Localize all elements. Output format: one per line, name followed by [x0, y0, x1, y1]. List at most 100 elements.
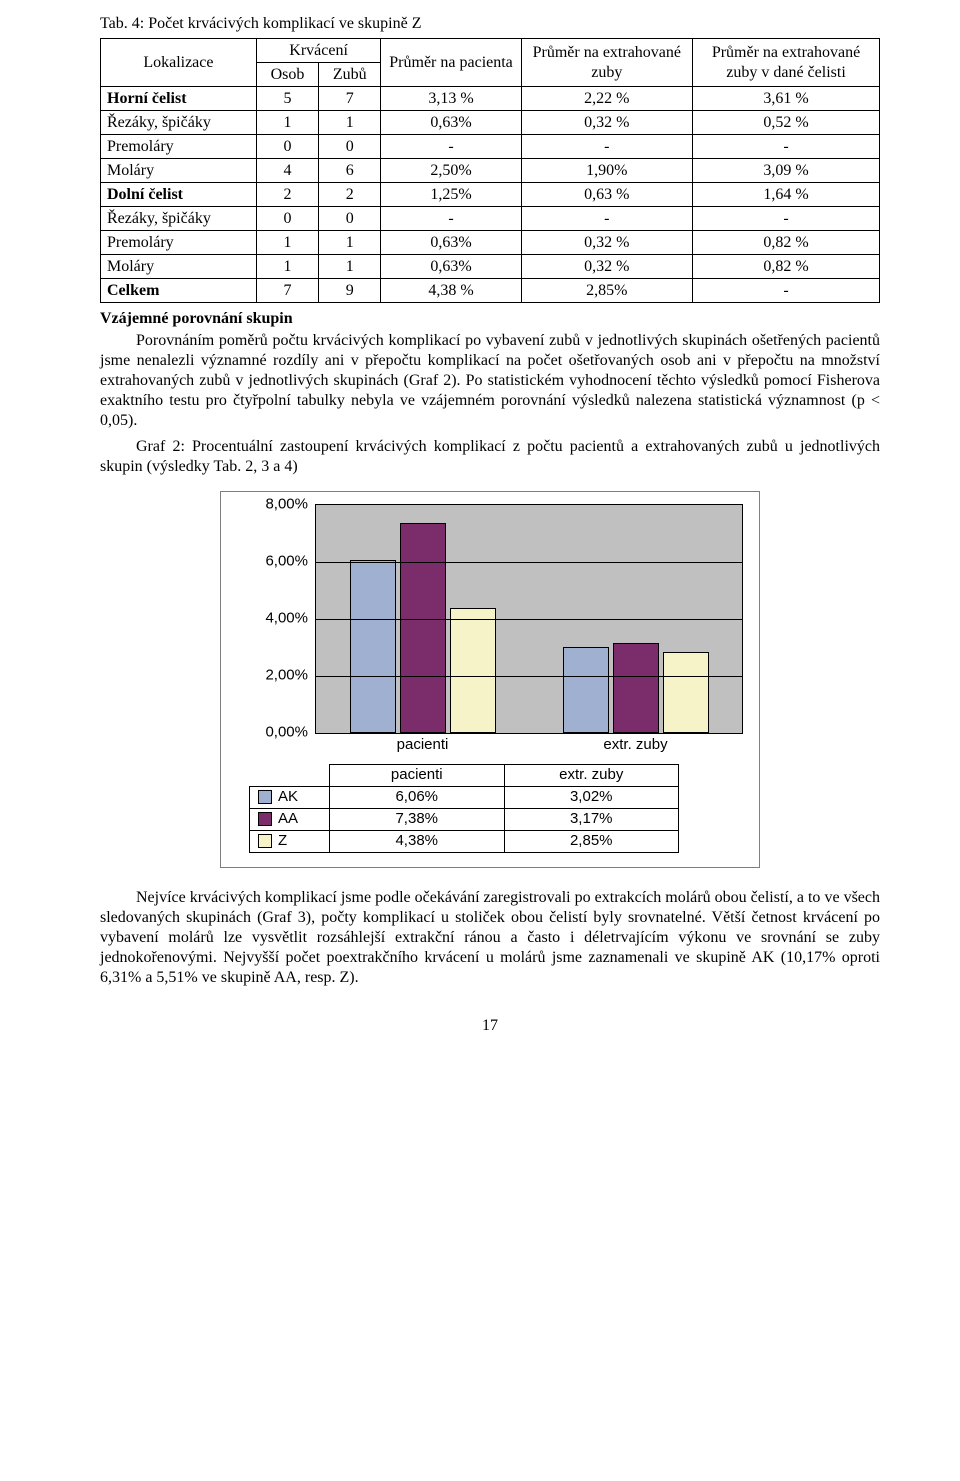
table-cell: 1,64 % [693, 183, 880, 207]
chart-ytick: 0,00% [244, 724, 308, 743]
table-row: Premoláry00--- [101, 135, 880, 159]
table-cell: 7 [319, 87, 381, 111]
table-cell: 1 [256, 231, 318, 255]
table-cell: 0,32 % [521, 255, 692, 279]
th-lokalizace: Lokalizace [101, 39, 257, 87]
th-prumer-pac: Průměr na pacienta [381, 39, 521, 87]
table-cell: 0,82 % [693, 231, 880, 255]
table-cell: 0,63% [381, 231, 521, 255]
th-osob: Osob [256, 63, 318, 87]
chart-bar [663, 652, 709, 733]
table-cell: 3,61 % [693, 87, 880, 111]
table-cell: 2 [319, 183, 381, 207]
table-row: Řezáky, špičáky110,63%0,32 %0,52 % [101, 111, 880, 135]
table-cell: - [381, 135, 521, 159]
table-cell: 0 [319, 135, 381, 159]
table-cell: - [521, 135, 692, 159]
table-cell: 6 [319, 159, 381, 183]
legend-value: 7,38% [330, 809, 505, 831]
table-cell: Moláry [101, 255, 257, 279]
legend-row: Z4,38%2,85% [250, 831, 679, 853]
chart-ytick: 8,00% [244, 496, 308, 515]
table-cell: 0,63% [381, 111, 521, 135]
table-cell: Horní čelist [101, 87, 257, 111]
chart-xlabel: extr. zuby [603, 736, 667, 755]
th-prumer-zuby: Průměr na extrahované zuby [521, 39, 692, 87]
table-cell: Moláry [101, 159, 257, 183]
th-krvaceni: Krvácení [256, 39, 381, 63]
legend-col-extrzuby: extr. zuby [504, 765, 679, 787]
table-cell: 0 [319, 207, 381, 231]
table-cell: 2,50% [381, 159, 521, 183]
legend-value: 3,17% [504, 809, 679, 831]
legend-series-name: Z [250, 831, 330, 853]
table-cell: 1 [256, 255, 318, 279]
table-cell: 1 [319, 255, 381, 279]
legend-row: AA7,38%3,17% [250, 809, 679, 831]
table-cell: 1,90% [521, 159, 692, 183]
chart-bar [400, 523, 446, 733]
legend-value: 6,06% [330, 787, 505, 809]
chart-legend-table: pacienti extr. zuby AK6,06%3,02%AA7,38%3… [249, 764, 679, 853]
table-cell: 0,63% [381, 255, 521, 279]
table-cell: - [693, 279, 880, 303]
table-cell: - [693, 207, 880, 231]
table-cell: 9 [319, 279, 381, 303]
page-number: 17 [100, 1016, 880, 1036]
section-heading: Vzájemné porovnání skupin [100, 309, 880, 329]
paragraph-1: Porovnáním poměrů počtu krvácivých kompl… [100, 331, 880, 431]
legend-series-name: AA [250, 809, 330, 831]
table-cell: 7 [256, 279, 318, 303]
table-cell: - [381, 207, 521, 231]
table-cell: 0,82 % [693, 255, 880, 279]
table-cell: Řezáky, špičáky [101, 207, 257, 231]
chart-plot-area: pacientiextr. zuby 8,00%6,00%4,00%2,00%0… [315, 504, 743, 734]
paragraph-graf2-caption: Graf 2: Procentuální zastoupení krvácivý… [100, 437, 880, 477]
th-prumer-celist: Průměr na extrahované zuby v dané čelist… [693, 39, 880, 87]
table-cell: - [521, 207, 692, 231]
legend-row: AK6,06%3,02% [250, 787, 679, 809]
chart-container: pacientiextr. zuby 8,00%6,00%4,00%2,00%0… [220, 491, 760, 868]
chart-bar [613, 643, 659, 733]
table-cell: 1 [319, 231, 381, 255]
table-row: Horní čelist573,13 %2,22 %3,61 % [101, 87, 880, 111]
data-table: Lokalizace Krvácení Průměr na pacienta P… [100, 38, 880, 303]
table-cell: Premoláry [101, 231, 257, 255]
chart-ytick: 2,00% [244, 667, 308, 686]
chart-ytick: 4,00% [244, 610, 308, 629]
table-row: Moláry110,63%0,32 %0,82 % [101, 255, 880, 279]
chart-ytick: 6,00% [244, 553, 308, 572]
chart-xlabel: pacienti [397, 736, 449, 755]
table-row: Premoláry110,63%0,32 %0,82 % [101, 231, 880, 255]
table-row: Dolní čelist221,25%0,63 %1,64 % [101, 183, 880, 207]
table-cell: 0 [256, 135, 318, 159]
table-cell: 1 [319, 111, 381, 135]
th-zubu: Zubů [319, 63, 381, 87]
table-cell: 1 [256, 111, 318, 135]
table-cell: 0 [256, 207, 318, 231]
table-cell: 1,25% [381, 183, 521, 207]
table-cell: 5 [256, 87, 318, 111]
legend-swatch [258, 790, 272, 804]
legend-value: 2,85% [504, 831, 679, 853]
legend-swatch [258, 834, 272, 848]
legend-col-pacienti: pacienti [330, 765, 505, 787]
legend-value: 4,38% [330, 831, 505, 853]
table-cell: Řezáky, špičáky [101, 111, 257, 135]
table-row: Řezáky, špičáky00--- [101, 207, 880, 231]
table-cell: 4,38 % [381, 279, 521, 303]
table-cell: 0,63 % [521, 183, 692, 207]
table-cell: Premoláry [101, 135, 257, 159]
table-cell: 0,32 % [521, 111, 692, 135]
chart-bar [350, 560, 396, 733]
legend-value: 3,02% [504, 787, 679, 809]
table-cell: 2,85% [521, 279, 692, 303]
table-cell: - [693, 135, 880, 159]
table-cell: 4 [256, 159, 318, 183]
chart-bar [563, 647, 609, 733]
table-caption: Tab. 4: Počet krvácivých komplikací ve s… [100, 14, 880, 34]
table-cell: Celkem [101, 279, 257, 303]
table-cell: Dolní čelist [101, 183, 257, 207]
table-cell: 2,22 % [521, 87, 692, 111]
table-cell: 0,32 % [521, 231, 692, 255]
